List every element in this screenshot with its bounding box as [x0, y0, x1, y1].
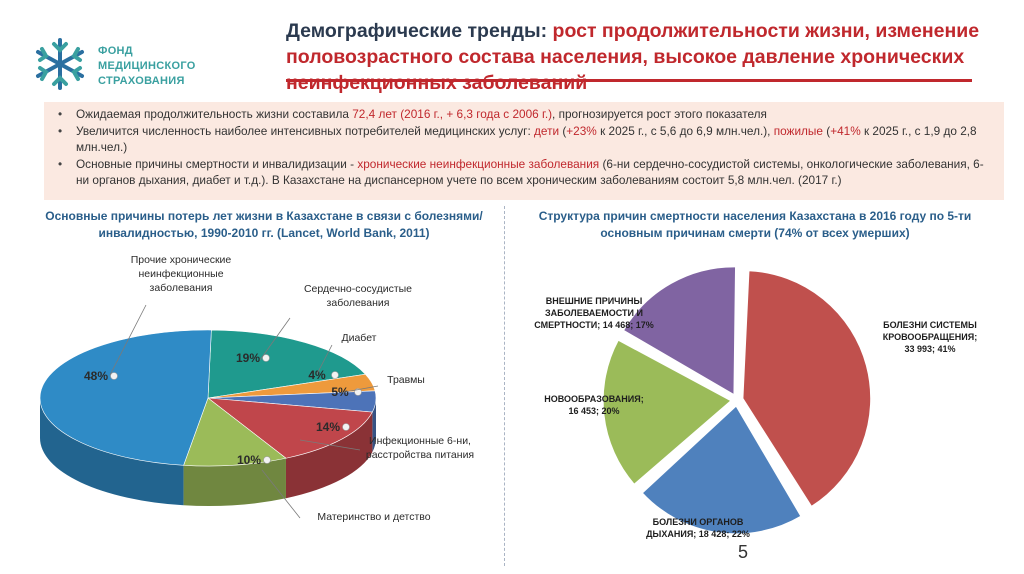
- bullet-life-expectancy: Ожидаемая продолжительность жизни состав…: [58, 106, 996, 123]
- page-title: Демографические тренды: рост продолжител…: [286, 18, 1006, 96]
- pie-3d-chart: 48% 19% 4% 5% 14% 10% Прочие хронические неинфе…: [39, 254, 474, 523]
- pie-data-label: НОВООБРАЗОВАНИЯ;: [544, 394, 643, 404]
- pie-category-label: заболевания: [150, 282, 213, 294]
- pie-data-label: 33 993; 41%: [904, 344, 955, 354]
- pie-value-label: 4%: [308, 368, 326, 382]
- pie-data-label: КРОВООБРАЩЕНИЯ;: [883, 332, 977, 342]
- callout-line: [259, 317, 291, 361]
- pie-category-label: Сердечно-сосудистые: [304, 283, 412, 295]
- pie-slice: [207, 329, 367, 399]
- bullet-highlight: дети: [534, 123, 560, 138]
- pie-value-label: 19%: [236, 351, 260, 365]
- pie-slice-side: [372, 398, 376, 453]
- pie-category-label: Диабет: [341, 332, 376, 344]
- bullet-consumers: Увеличится численность наиболее интенсив…: [58, 123, 996, 156]
- bullet-text: (: [822, 123, 831, 138]
- bullet-highlight: +41%: [830, 123, 861, 138]
- bullet-text: к 2025 г., с 1,9 до 2,8 млн.чел.): [76, 123, 977, 155]
- pie-data-label: БОЛЕЗНИ СИСТЕМЫ: [883, 320, 977, 330]
- label-marker: [110, 372, 118, 380]
- bullet-highlight: хронические неинфекционные заболевания: [357, 156, 600, 171]
- pie-data-label: ВНЕШНИЕ ПРИЧИНЫ: [546, 296, 643, 306]
- pie-category-label: Инфекционные 6-ни,: [369, 435, 471, 447]
- chart-divider: [504, 206, 505, 566]
- callout-line: [109, 304, 147, 376]
- pie-category-label: Прочие хронические: [131, 254, 232, 266]
- pie-slice: [207, 397, 373, 459]
- bullet-text: (6-ни сердечно-сосудистой системы, онкол…: [76, 156, 984, 188]
- pie-value-label: 14%: [316, 420, 340, 434]
- label-marker: [342, 423, 350, 431]
- callout-line: [261, 469, 301, 519]
- label-marker: [263, 456, 271, 464]
- pie-value-label: 10%: [237, 453, 261, 467]
- bullet-highlight: 72,4 лет (2016 г., + 6,3 года с 2006 г.): [352, 107, 553, 121]
- pie-value-label: 5%: [331, 385, 349, 399]
- bullet-text: Увеличится численность наиболее интенсив…: [76, 123, 535, 138]
- label-marker: [262, 354, 270, 362]
- bullet-text: , прогнозируется рост этого показателя: [552, 107, 767, 121]
- logo-line-3: СТРАХОВАНИЯ: [98, 75, 185, 87]
- bullet-text: (: [559, 123, 567, 138]
- pie-category-label: заболевания: [327, 297, 390, 309]
- bullet-highlight: +23%: [566, 123, 597, 138]
- bullet-text: Ожидаемая продолжительность жизни состав…: [76, 107, 353, 121]
- pie-data-label: 16 453; 20%: [568, 406, 619, 416]
- pie-slice: [742, 269, 872, 508]
- bullet-causes: Основные причины смертности и инвалидиза…: [58, 156, 996, 189]
- right-chart-title: Структура причин смертности населения Ка…: [538, 209, 972, 240]
- pie-slice: [39, 329, 212, 466]
- pie-value-label: 48%: [84, 369, 108, 383]
- title-lead: Демографические тренды:: [286, 20, 553, 42]
- callout-line: [299, 439, 361, 451]
- left-chart-title: Основные причины потерь лет жизни в Каза…: [45, 209, 483, 240]
- snowflake-logo-icon: [36, 38, 84, 90]
- logo-line-2: МЕДИЦИНСКОГО: [98, 60, 196, 72]
- pie-slice: [641, 404, 802, 535]
- key-facts-box: Ожидаемая продолжительность жизни состав…: [44, 102, 1004, 200]
- pie-data-label: СМЕРТНОСТИ; 14 468; 17%: [534, 320, 654, 330]
- pie-slice-side: [285, 412, 373, 499]
- pie-category-label: Материнство и детство: [317, 511, 430, 523]
- fund-logo: ФОНД МЕДИЦИНСКОГО СТРАХОВАНИЯ: [32, 36, 222, 96]
- title-underline: [286, 79, 972, 82]
- label-marker: [331, 371, 339, 379]
- bullet-text: Основные причины смертности и инвалидиза…: [76, 156, 358, 171]
- pie-slice: [183, 397, 287, 467]
- logo-line-1: ФОНД: [98, 45, 133, 57]
- pie-chart: БОЛЕЗНИ СИСТЕМЫ КРОВООБРАЩЕНИЯ; 33 993; 41…: [534, 266, 977, 539]
- callout-line: [316, 344, 333, 375]
- page-number: 5: [738, 542, 749, 562]
- pie-category-label: Травмы: [387, 374, 425, 386]
- pie-data-label: БОЛЕЗНИ ОРГАНОВ: [653, 517, 744, 527]
- bullet-text: к 2025 г., с 5,6 до 6,9 млн.чел.),: [596, 123, 774, 138]
- logo-text: ФОНД МЕДИЦИНСКОГО СТРАХОВАНИЯ: [98, 44, 196, 89]
- pie-slice-side: [183, 458, 286, 506]
- pie-slice: [622, 266, 737, 396]
- callout-line: [344, 385, 379, 393]
- bullet-highlight: пожилые: [773, 123, 823, 138]
- title-rest: рост продолжительности жизни, изменение …: [286, 20, 980, 94]
- pie-category-label: неинфекционные: [138, 268, 223, 280]
- pie-data-label: ДЫХАНИЯ; 18 428; 22%: [646, 529, 750, 539]
- pie-category-label: расстройства питания: [366, 449, 474, 461]
- pie-slice: [602, 339, 733, 486]
- pie-slice-side: [40, 398, 184, 506]
- pie-data-label: ЗАБОЛЕВАЕМОСТИ И: [545, 308, 643, 318]
